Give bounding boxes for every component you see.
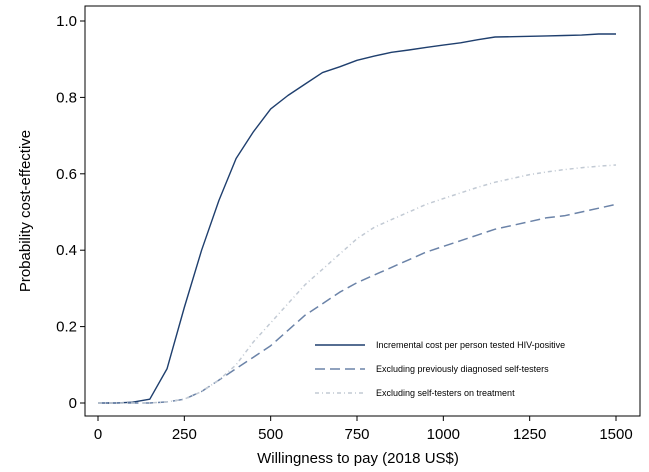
y-axis: 0 0.2 0.4 0.6 0.8 1.0 [56,13,85,412]
legend-label-3: Excluding self-testers on treatment [376,388,515,398]
legend: Incremental cost per person tested HIV-p… [315,340,565,398]
y-tick-label: 1.0 [56,13,77,30]
x-tick-label: 750 [344,426,369,443]
x-tick-label: 1000 [427,426,460,443]
x-axis-title: Willingness to pay (2018 US$) [257,450,459,467]
legend-label-2: Excluding previously diagnosed self-test… [376,364,549,374]
x-tick-label: 1250 [513,426,546,443]
y-axis-title: Probability cost-effective [17,130,34,292]
y-tick-label: 0.4 [56,242,77,259]
y-tick-label: 0.6 [56,166,77,183]
x-tick-label: 500 [258,426,283,443]
x-axis: 0 250 500 750 1000 1250 1500 [94,416,633,443]
series-line-1 [98,33,616,404]
y-tick-label: 0.8 [56,89,77,106]
legend-label-1: Incremental cost per person tested HIV-p… [376,340,565,350]
x-tick-label: 0 [94,426,102,443]
y-tick-label: 0.2 [56,319,77,336]
x-tick-label: 1500 [599,426,632,443]
y-tick-label: 0 [69,395,77,412]
plot-frame [84,5,641,417]
series-line-3 [98,164,617,404]
series-lines [98,33,617,404]
x-tick-label: 250 [172,426,197,443]
